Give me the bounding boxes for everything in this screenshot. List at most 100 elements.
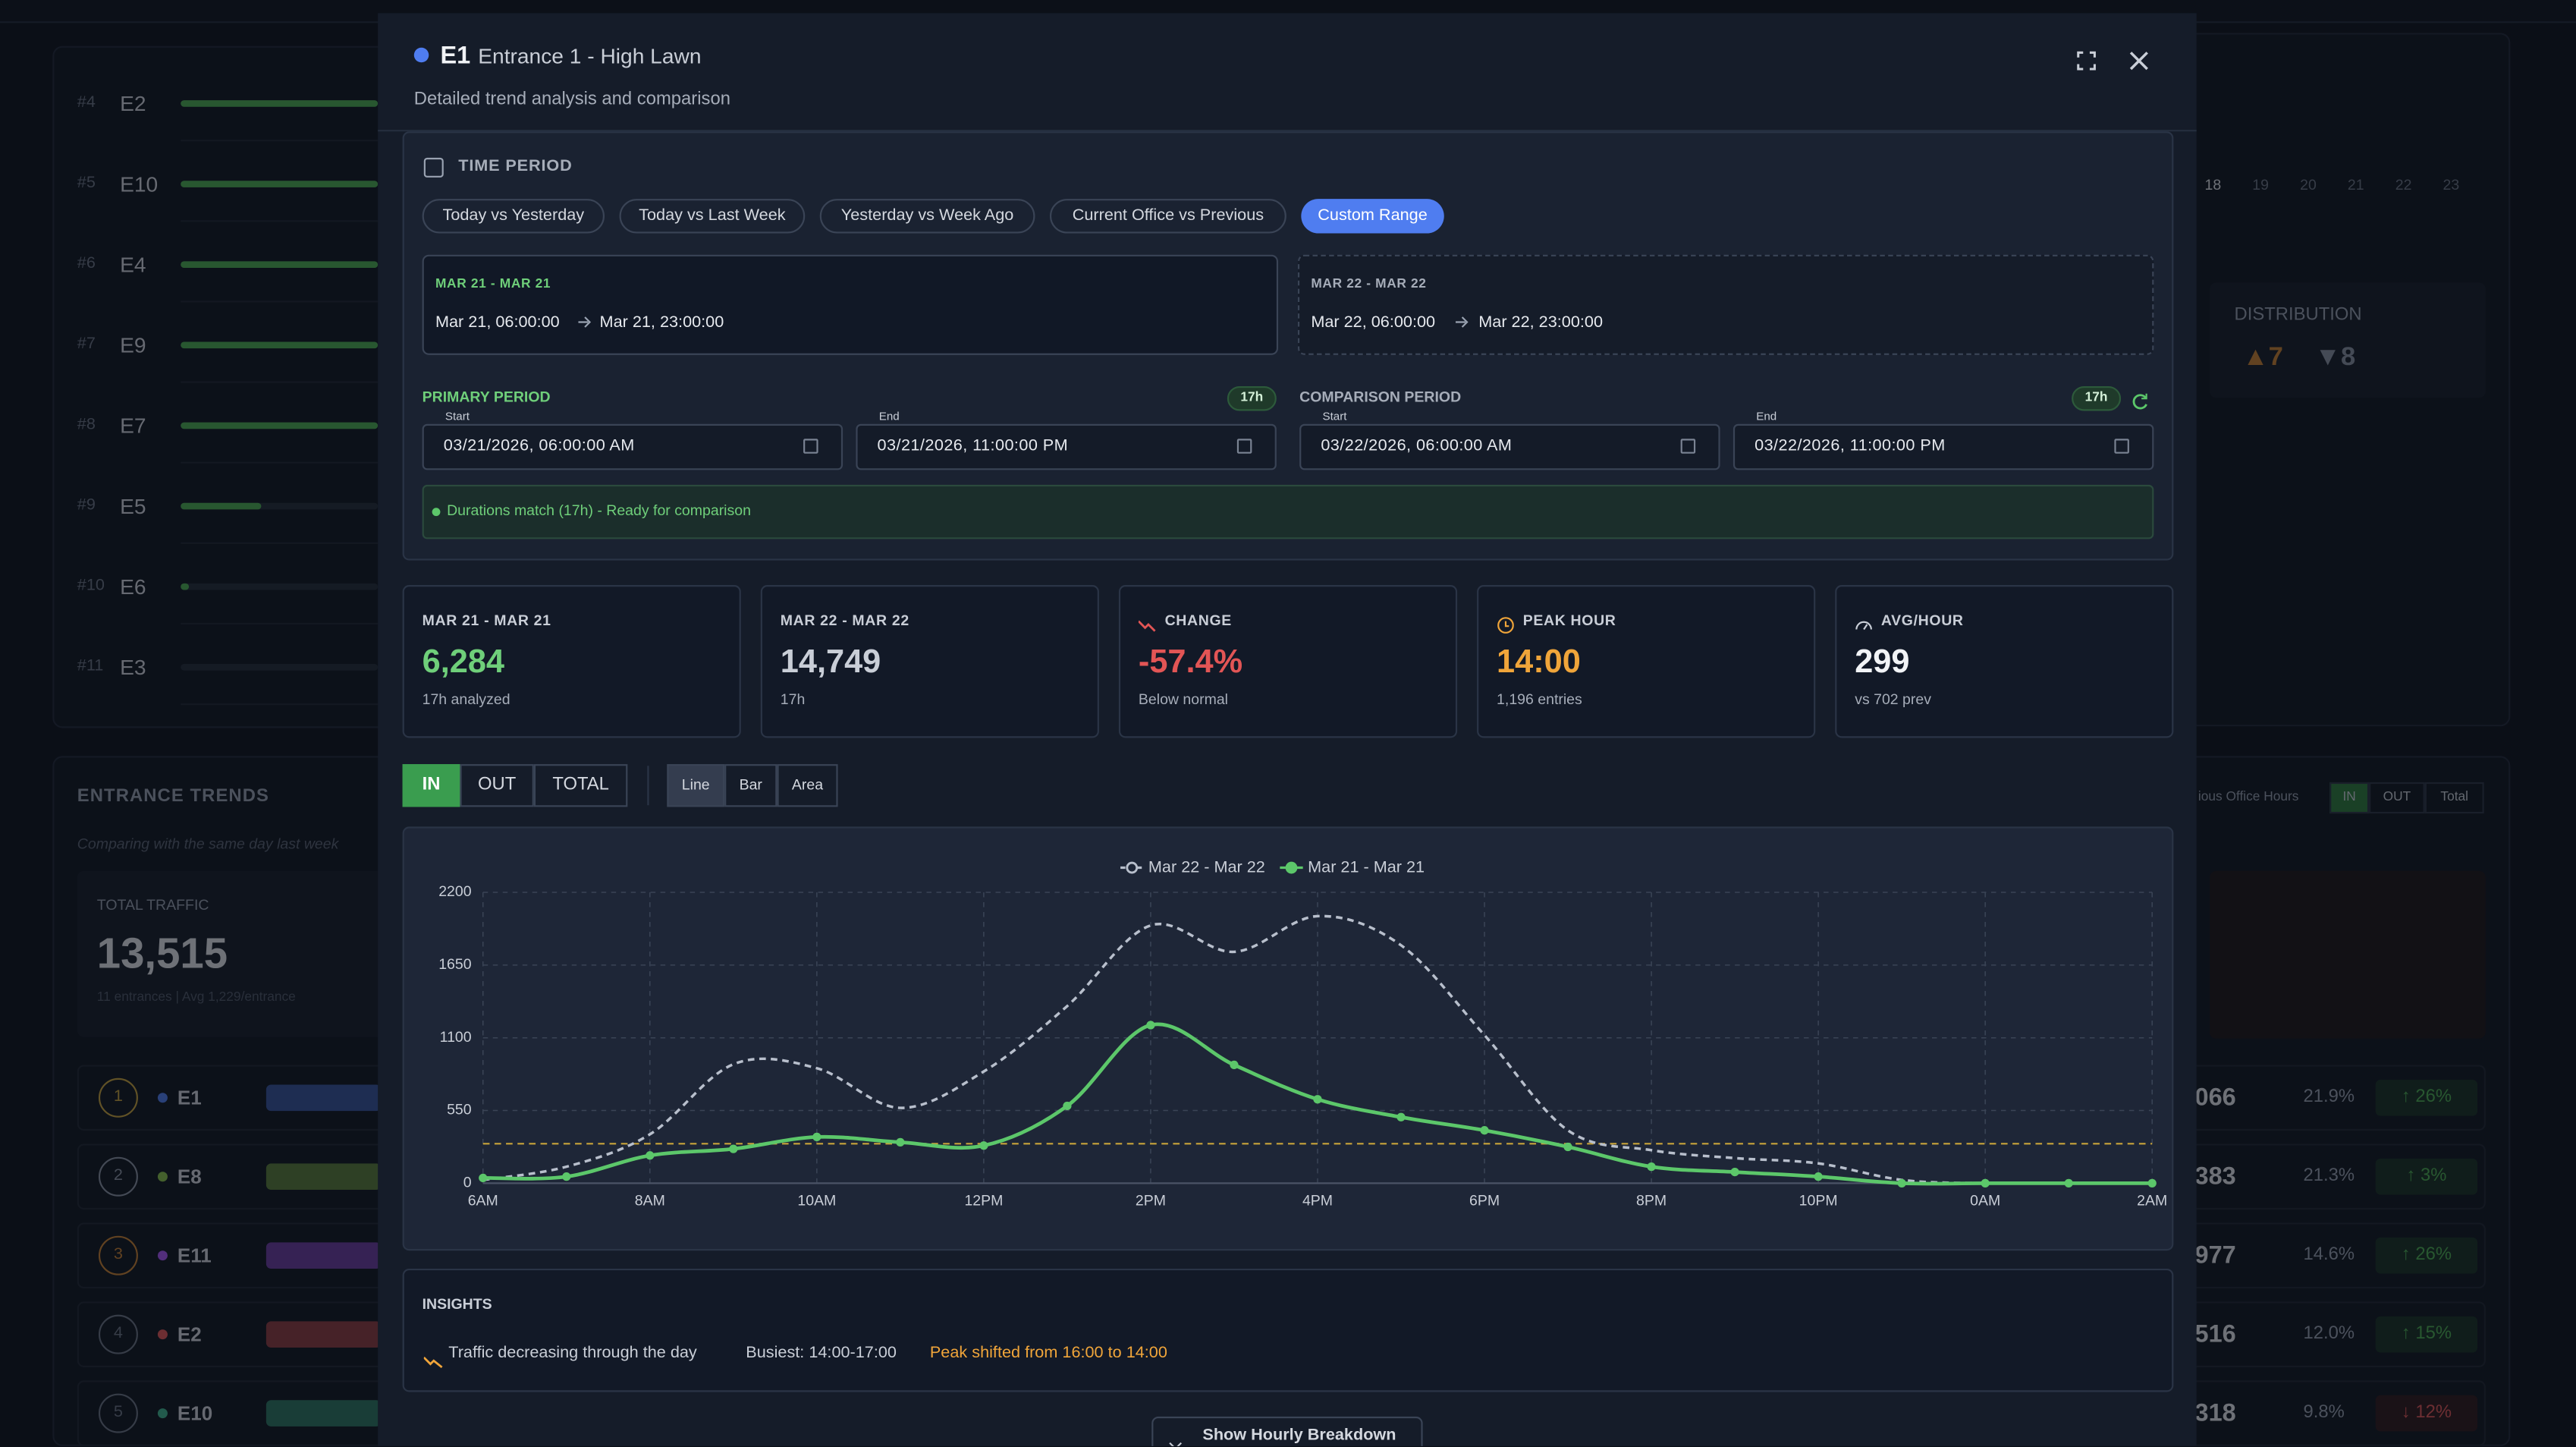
preset-button[interactable] <box>1301 199 1444 234</box>
entrance-name: E9 <box>120 332 146 358</box>
status-dot <box>413 47 429 63</box>
chart-toggle-label[interactable]: Area <box>791 776 824 794</box>
chart-toggle[interactable] <box>667 764 725 807</box>
preset-button[interactable] <box>619 199 806 234</box>
preset-label[interactable]: Current Office vs Previous <box>1072 206 1264 225</box>
row-share: 21.3% <box>2303 1165 2355 1186</box>
data-point <box>1396 1112 1406 1121</box>
period-label: PRIMARY PERIOD <box>422 388 551 405</box>
card-label: MAR 21 - MAR 21 <box>422 612 551 629</box>
row-share: 14.6% <box>2303 1244 2355 1265</box>
input-value[interactable]: 03/21/2026, 11:00:00 PM <box>877 437 1069 455</box>
total-value: 13,515 <box>96 928 228 978</box>
toggle-button[interactable] <box>2424 782 2484 814</box>
toggle-label[interactable]: OUT <box>2383 788 2411 804</box>
chart-toggle[interactable] <box>724 764 778 807</box>
preset-button[interactable] <box>422 199 605 234</box>
preset-label[interactable]: Custom Range <box>1318 206 1428 225</box>
entrance-name: E7 <box>120 413 146 439</box>
input-label: Start <box>441 411 473 423</box>
modal-subtitle: Detailed trend analysis and comparison <box>413 90 730 110</box>
x-tick-label: 2PM <box>1136 1192 1166 1209</box>
gauge-icon <box>1855 621 1872 631</box>
color-dot <box>157 1250 168 1261</box>
data-point <box>1480 1126 1489 1135</box>
rank-number: 3 <box>113 1245 123 1264</box>
card-label: CHANGE <box>1164 612 1232 629</box>
progress-bar <box>181 181 379 187</box>
chevron[interactable] <box>1168 1430 1183 1446</box>
metric-label[interactable]: OUT <box>477 775 517 795</box>
metric-toggle[interactable] <box>460 764 534 807</box>
modal-title: Entrance 1 - High Lawn <box>478 43 702 68</box>
y-tick-label: 1650 <box>438 956 472 973</box>
progress-track <box>181 341 379 349</box>
date-input[interactable] <box>856 423 1277 470</box>
preset-button[interactable] <box>819 199 1035 234</box>
card-value: 6,284 <box>422 644 505 681</box>
progress-track <box>181 422 379 429</box>
refresh-icon[interactable] <box>2131 389 2149 410</box>
line-chart: 0 550 1100 1650 2200 6AM 8AM 10AM 12PM 2PM 4PM 6PM 8… <box>438 857 2167 1209</box>
progress-track <box>181 663 379 671</box>
row-total: 066 <box>2194 1084 2236 1112</box>
range-box <box>422 254 1279 355</box>
breakdown-label[interactable]: Show Hourly Breakdown <box>1202 1426 1396 1445</box>
header-icons[interactable] <box>2070 44 2156 77</box>
duration-badge <box>2072 385 2122 411</box>
card-icon <box>1137 613 1157 632</box>
card-sub: vs 702 prev <box>1855 690 1931 708</box>
date-input[interactable] <box>1299 423 1720 470</box>
range-label: MAR 22 - MAR 22 <box>1311 275 1427 291</box>
input-label: End <box>1752 411 1780 423</box>
chevron-icon[interactable] <box>1168 1441 1183 1446</box>
metric-toggle[interactable] <box>533 764 628 807</box>
total-card <box>77 870 406 1037</box>
refresh-glyph[interactable] <box>2131 393 2149 411</box>
entrance-name: E4 <box>120 252 146 277</box>
row-change: ↑ 15% <box>2401 1323 2452 1344</box>
rank-number: 4 <box>113 1324 123 1343</box>
toggle-label[interactable]: IN <box>2342 788 2356 804</box>
metric-toggle[interactable] <box>402 764 460 807</box>
date-input[interactable] <box>1733 423 2154 470</box>
preset-label[interactable]: Yesterday vs Week Ago <box>840 206 1014 225</box>
metric-label[interactable]: TOTAL <box>552 775 609 795</box>
trend-bar <box>265 1321 382 1348</box>
calendar-icon <box>423 157 444 178</box>
distribution-label: DISTRIBUTION <box>2234 304 2362 325</box>
input-value[interactable]: 03/22/2026, 06:00:00 AM <box>1321 437 1513 455</box>
preset-label[interactable]: Today vs Last Week <box>639 206 786 225</box>
input-value[interactable]: 03/21/2026, 06:00:00 AM <box>443 437 635 455</box>
date-input[interactable] <box>422 423 843 470</box>
metric-label[interactable]: IN <box>422 775 441 795</box>
chart-toggle-label[interactable]: Line <box>681 776 710 794</box>
data-point <box>1146 1021 1155 1030</box>
chart-toggle-label[interactable]: Bar <box>739 776 762 794</box>
progress-bar <box>181 100 379 107</box>
trend-bar <box>265 1084 382 1112</box>
hour-label: 20 <box>2300 176 2317 193</box>
preset-label[interactable]: Today vs Yesterday <box>442 206 585 225</box>
toggle-button[interactable] <box>2369 782 2425 814</box>
close-icon[interactable] <box>2129 52 2148 71</box>
chart-toggle[interactable] <box>777 764 838 807</box>
color-dot <box>157 1329 168 1340</box>
progress-track <box>181 583 379 590</box>
stat-card <box>1835 585 2174 738</box>
breakdown-button[interactable] <box>1151 1416 1423 1446</box>
header-divider <box>378 130 2197 132</box>
expand-icon[interactable] <box>2077 51 2096 71</box>
data-point <box>812 1132 821 1142</box>
toggle-button[interactable] <box>2329 782 2370 814</box>
input-value[interactable]: 03/22/2026, 11:00:00 PM <box>1755 437 1946 455</box>
input-calendar-icon <box>1680 439 1696 454</box>
rank-circle <box>98 1156 138 1197</box>
row-total: 318 <box>2194 1399 2236 1428</box>
down-trend-icon <box>423 1356 443 1369</box>
toggle-label[interactable]: Total <box>2440 788 2469 804</box>
card-sub: Below normal <box>1138 690 1229 708</box>
preset-button[interactable] <box>1049 199 1286 234</box>
rank: #6 <box>77 254 96 273</box>
